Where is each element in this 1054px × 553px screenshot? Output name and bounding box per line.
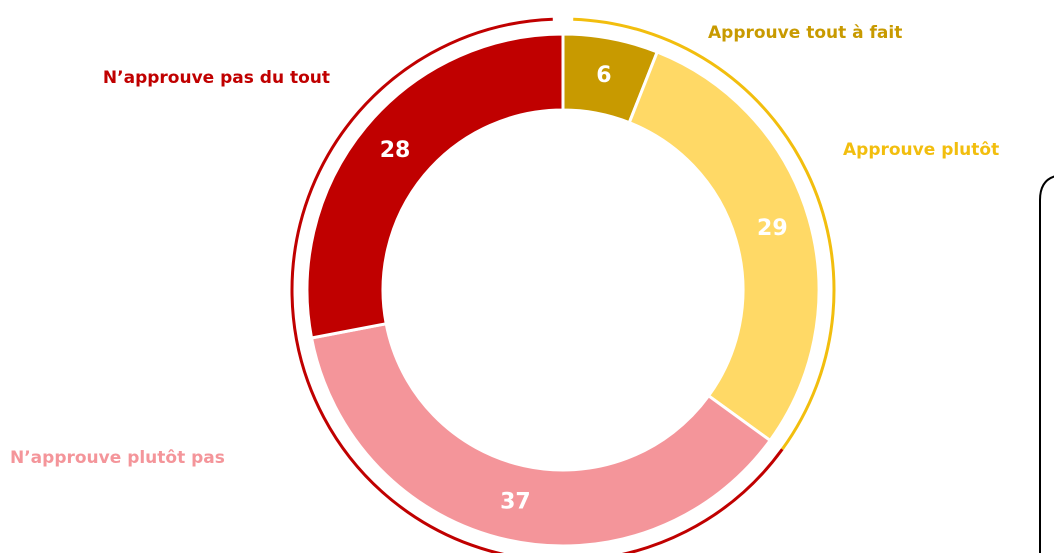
callout-box: [1039, 175, 1054, 553]
data-label: 37: [500, 490, 531, 515]
category-label: Approuve plutôt: [843, 140, 999, 160]
category-label: N’approuve pas du tout: [103, 68, 330, 88]
data-label: 29: [757, 216, 788, 241]
category-label: N’approuve plutôt pas: [10, 448, 225, 468]
donut-segment: [309, 321, 773, 548]
data-label: 6: [596, 63, 611, 88]
donut-segment: [627, 50, 821, 443]
group-arc: [573, 17, 836, 451]
category-label: Approuve tout à fait: [708, 23, 902, 43]
group-arc: [290, 17, 784, 553]
data-label: 28: [380, 138, 411, 163]
donut-segment: [305, 32, 565, 340]
